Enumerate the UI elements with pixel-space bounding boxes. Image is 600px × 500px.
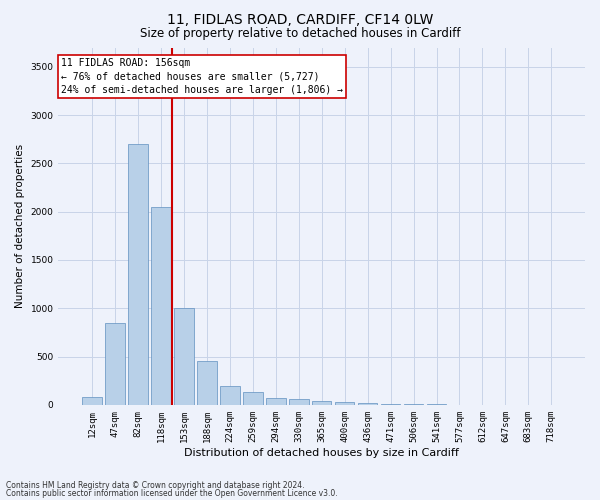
Bar	[243, 392, 263, 405]
Bar	[381, 404, 400, 405]
Bar	[197, 362, 217, 405]
Bar	[128, 144, 148, 405]
Bar	[82, 397, 102, 405]
Bar	[220, 386, 239, 405]
Text: Contains public sector information licensed under the Open Government Licence v3: Contains public sector information licen…	[6, 488, 338, 498]
Bar	[289, 399, 308, 405]
Text: 11 FIDLAS ROAD: 156sqm
← 76% of detached houses are smaller (5,727)
24% of semi-: 11 FIDLAS ROAD: 156sqm ← 76% of detached…	[61, 58, 343, 94]
Bar	[358, 403, 377, 405]
Bar	[151, 207, 171, 405]
Y-axis label: Number of detached properties: Number of detached properties	[15, 144, 25, 308]
Bar	[174, 308, 194, 405]
Text: Size of property relative to detached houses in Cardiff: Size of property relative to detached ho…	[140, 28, 460, 40]
Bar	[312, 401, 331, 405]
X-axis label: Distribution of detached houses by size in Cardiff: Distribution of detached houses by size …	[184, 448, 459, 458]
Bar	[335, 402, 355, 405]
Bar	[266, 398, 286, 405]
Bar	[106, 322, 125, 405]
Text: 11, FIDLAS ROAD, CARDIFF, CF14 0LW: 11, FIDLAS ROAD, CARDIFF, CF14 0LW	[167, 12, 433, 26]
Text: Contains HM Land Registry data © Crown copyright and database right 2024.: Contains HM Land Registry data © Crown c…	[6, 481, 305, 490]
